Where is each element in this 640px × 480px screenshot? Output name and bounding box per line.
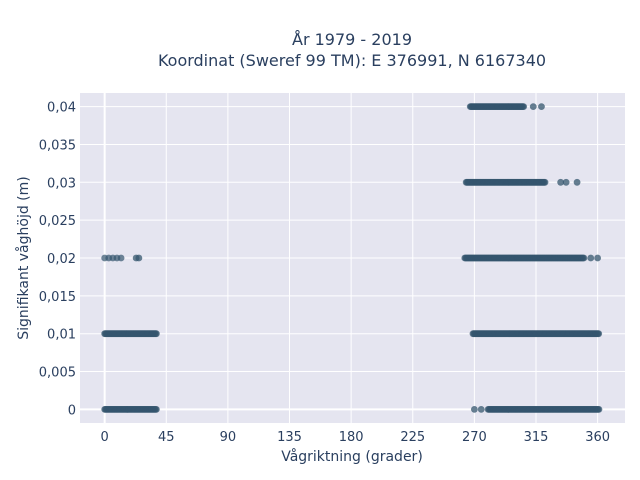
chart-subtitle: Koordinat (Sweref 99 TM): E 376991, N 61… bbox=[158, 51, 546, 70]
x-tick-label: 270 bbox=[462, 430, 487, 445]
x-axis-title: Vågriktning (grader) bbox=[281, 448, 423, 465]
chart-title: År 1979 - 2019 bbox=[292, 30, 412, 49]
data-point bbox=[562, 178, 570, 186]
data-point bbox=[538, 103, 545, 111]
data-point bbox=[520, 103, 528, 111]
data-point bbox=[470, 405, 478, 413]
data-point bbox=[557, 178, 565, 186]
data-point bbox=[529, 103, 537, 111]
data-point bbox=[153, 405, 160, 413]
data-point bbox=[153, 330, 160, 338]
x-tick-label: 135 bbox=[277, 430, 302, 445]
y-tick-label: 0,025 bbox=[39, 214, 76, 229]
y-tick-label: 0,035 bbox=[39, 138, 76, 153]
x-tick-label: 45 bbox=[158, 430, 175, 445]
y-tick-labels: 0 0,005 0,01 0,015 0,02 0,025 0,03 0,035 0,04 bbox=[39, 101, 76, 419]
y-tick-label: 0,02 bbox=[47, 252, 76, 267]
x-tick-label: 225 bbox=[400, 430, 425, 445]
data-point bbox=[541, 178, 549, 186]
y-axis-title: Signifikant våghöjd (m) bbox=[15, 176, 32, 339]
x-tick-label: 315 bbox=[524, 430, 549, 445]
x-tick-labels: 0 45 90 135 180 225 270 315 360 bbox=[101, 430, 611, 445]
data-point bbox=[573, 178, 581, 186]
data-point bbox=[477, 405, 485, 413]
data-point bbox=[117, 254, 125, 262]
data-point bbox=[587, 254, 595, 262]
x-tick-label: 180 bbox=[339, 430, 364, 445]
x-tick-label: 0 bbox=[101, 430, 109, 445]
y-tick-label: 0,015 bbox=[39, 290, 76, 305]
y-tick-label: 0,005 bbox=[39, 366, 76, 381]
data-point bbox=[595, 330, 603, 338]
y-tick-label: 0,01 bbox=[47, 328, 76, 343]
data-point bbox=[595, 405, 603, 413]
y-tick-label: 0,04 bbox=[47, 101, 76, 116]
x-tick-label: 360 bbox=[585, 430, 610, 445]
data-point bbox=[580, 254, 588, 262]
data-point bbox=[594, 254, 602, 262]
y-tick-label: 0,03 bbox=[47, 176, 76, 191]
x-tick-label: 90 bbox=[220, 430, 237, 445]
data-points bbox=[101, 103, 603, 413]
data-point bbox=[135, 254, 143, 262]
y-tick-label: 0 bbox=[68, 403, 76, 418]
